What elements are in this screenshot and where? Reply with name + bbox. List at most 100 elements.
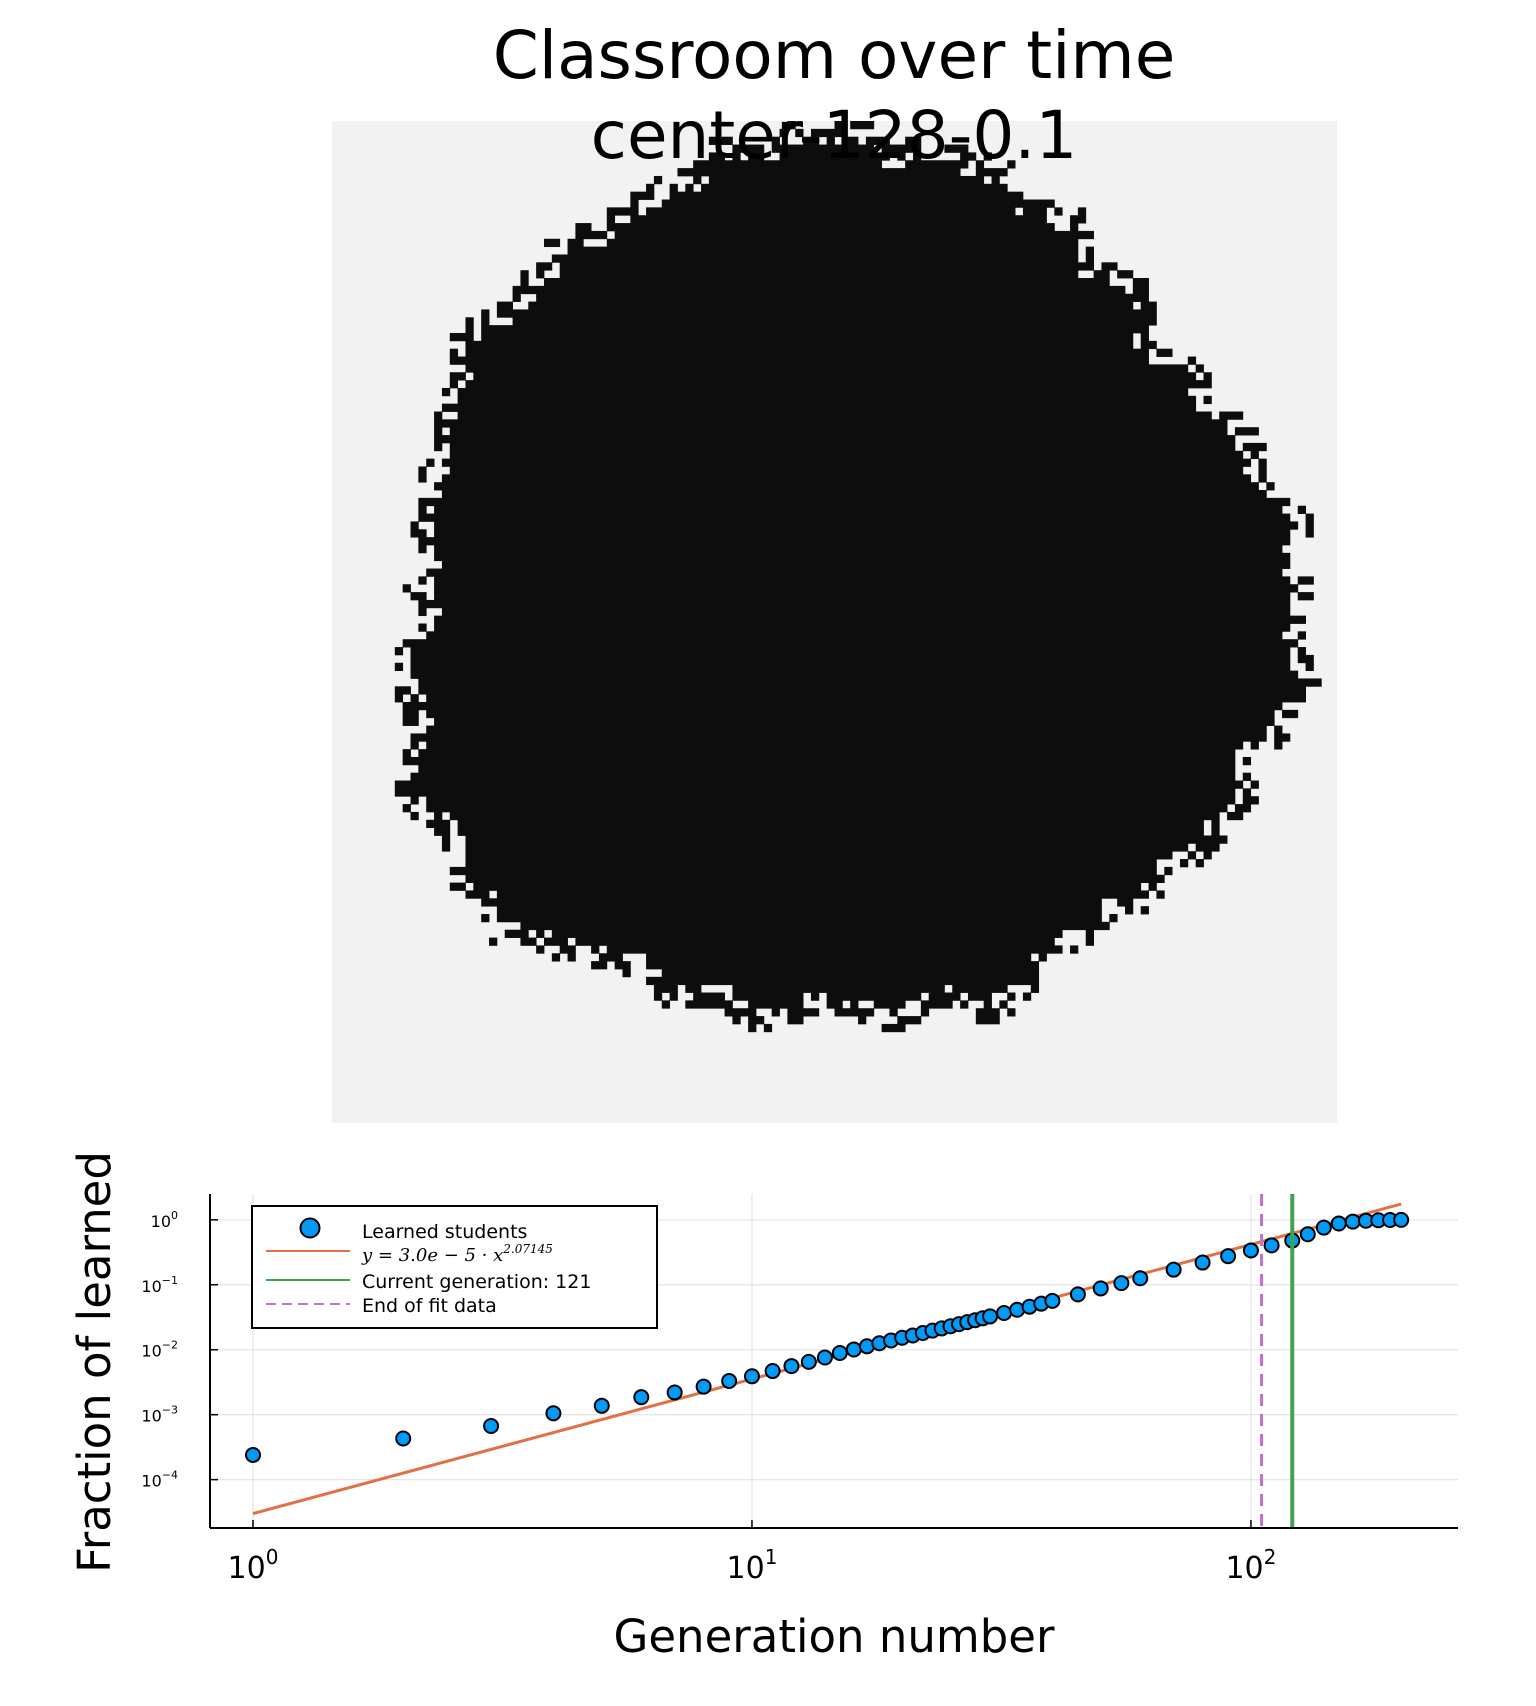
- learned-cell-run: [481, 309, 490, 318]
- learned-cell-run: [1140, 332, 1149, 342]
- learned-cell-run: [881, 1023, 906, 1033]
- learned-cell-run: [952, 984, 1008, 993]
- learned-cell-run: [418, 623, 427, 632]
- learned-cell-run: [960, 1000, 969, 1009]
- learned-cell-run: [559, 262, 1095, 271]
- learned-cell-run: [1070, 945, 1079, 954]
- learned-cell-run: [481, 914, 490, 923]
- learned-cell-run: [591, 945, 600, 954]
- vertical-lines: [1260, 1194, 1295, 1528]
- legend-scatter-label: Learned students: [362, 1221, 527, 1243]
- learned-cell-run: [646, 953, 1032, 962]
- learned-cell-run: [567, 246, 1079, 255]
- learned-cell-run: [449, 466, 1244, 475]
- learned-cell-run: [850, 121, 875, 130]
- learned-cell-run: [418, 544, 427, 554]
- x-tick-label-exponent: 2: [1264, 1545, 1277, 1569]
- y-tick-label: 100: [151, 1209, 178, 1231]
- learned-cell-run: [1054, 207, 1063, 216]
- learned-cell-run: [1085, 254, 1095, 263]
- data-point: [483, 1417, 500, 1434]
- learned-cell-run: [465, 859, 1157, 868]
- learned-cell-run: [528, 301, 1134, 310]
- data-point: [800, 1353, 817, 1370]
- learned-cell-run: [999, 1000, 1008, 1009]
- learned-cell-run: [441, 607, 1291, 617]
- learned-cell-run: [434, 615, 1306, 624]
- learned-cell-run: [803, 136, 820, 145]
- learned-cell-run: [732, 144, 765, 153]
- learned-cell-run: [889, 1008, 898, 1017]
- learned-cell-run: [504, 929, 529, 938]
- learned-cell-run: [1242, 756, 1252, 766]
- learned-cell-run: [496, 890, 1149, 899]
- learned-cell-run: [418, 678, 1322, 687]
- learned-cell-run: [975, 168, 1008, 177]
- x-axis-label: Generation number: [614, 1610, 1055, 1663]
- learned-cell-run: [693, 175, 702, 185]
- learned-cell-run: [975, 160, 985, 169]
- data-point: [593, 1397, 610, 1414]
- learned-cell-run: [1203, 851, 1212, 860]
- learned-cell-run: [394, 662, 404, 672]
- learned-cell-run: [732, 1016, 741, 1025]
- learned-cell-run: [622, 968, 631, 978]
- legend: Learned students y = 3.0e − 5 · x2.07145…: [251, 1205, 658, 1329]
- learned-cell-run: [418, 686, 1306, 695]
- learned-cell-run: [543, 937, 568, 946]
- learned-cell-run: [426, 725, 1267, 734]
- learned-cell-run: [850, 1000, 859, 1009]
- learned-cell-run: [426, 796, 1236, 805]
- learned-cell-run: [465, 851, 1173, 860]
- learned-cell-run: [434, 717, 1275, 726]
- learned-cell-run: [394, 686, 411, 695]
- learned-cell-run: [434, 827, 451, 836]
- learned-cell-run: [434, 552, 1291, 562]
- y-tick-label-exponent: 0: [171, 1209, 178, 1222]
- learned-cell-run: [920, 1008, 930, 1017]
- learned-cell-run: [826, 992, 922, 1001]
- learned-cell-run: [410, 772, 1236, 781]
- data-point: [545, 1405, 562, 1422]
- data-point: [1044, 1292, 1061, 1309]
- learned-cell-run: [441, 560, 1291, 569]
- learned-cell-run: [669, 183, 678, 193]
- learned-cell-run: [1117, 270, 1134, 279]
- learned-cell-run: [1258, 474, 1267, 483]
- learned-cell-run: [1038, 953, 1047, 962]
- learned-cell-run: [1007, 1008, 1016, 1017]
- learned-cell-run: [1242, 442, 1267, 452]
- learned-cell-run: [865, 136, 890, 145]
- y-tick-label-exponent: −4: [162, 1469, 178, 1482]
- learned-cell-run: [402, 639, 1299, 648]
- legend-fit-text: y = 3.0e − 5 · x: [361, 1245, 503, 1266]
- learned-cell-run: [520, 270, 529, 279]
- learned-cell-run: [426, 709, 1275, 719]
- learned-cell-run: [779, 152, 890, 161]
- learned-cell-run: [434, 576, 1291, 585]
- learned-cell-run: [481, 317, 490, 326]
- learned-cell-run: [567, 238, 584, 248]
- learned-cell-run: [787, 1016, 804, 1025]
- learned-cell-run: [1007, 992, 1016, 1001]
- learned-cell-run: [661, 199, 1055, 208]
- learned-cell-run: [1242, 772, 1252, 781]
- learned-cell-run: [1195, 859, 1204, 868]
- x-tick-label-exponent: 1: [765, 1545, 778, 1569]
- legend-fit-label: y = 3.0e − 5 · x2.07145: [361, 1242, 553, 1266]
- learned-cell-run: [693, 992, 725, 1001]
- learned-cell-run: [842, 136, 859, 145]
- learned-cell-run: [434, 505, 1283, 514]
- learned-cell-run: [418, 497, 1291, 507]
- learned-cell-run: [1156, 348, 1173, 357]
- learned-cell-run: [441, 835, 451, 844]
- learned-cell-run: [606, 945, 1063, 954]
- learned-cell-run: [1187, 356, 1197, 365]
- learned-cell-run: [685, 984, 702, 993]
- learned-cell-run: [991, 175, 1000, 185]
- learned-cell-run: [536, 270, 545, 279]
- y-tick-label-exponent: −2: [162, 1339, 178, 1352]
- y-tick-label-exponent: −3: [162, 1404, 178, 1417]
- learned-cell-run: [960, 152, 977, 161]
- learned-cell-run: [834, 1008, 875, 1017]
